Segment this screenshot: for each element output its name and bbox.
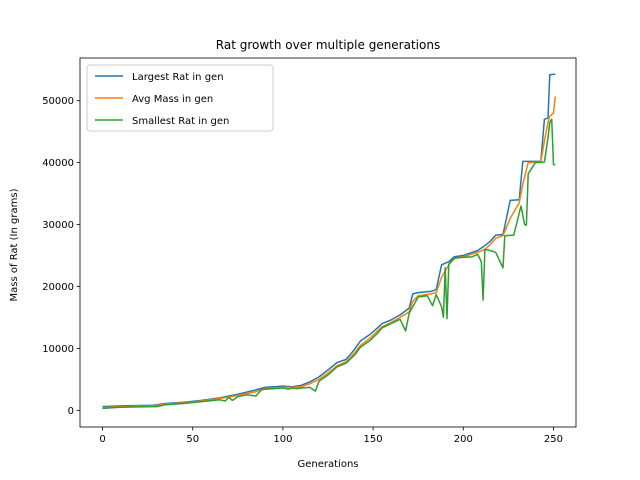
x-tick-label-5: 250 bbox=[544, 434, 563, 445]
legend: Largest Rat in gen Avg Mass in gen Smalles… bbox=[86, 64, 274, 132]
x-tick-label-4: 200 bbox=[454, 434, 473, 445]
legend-label-0: Largest Rat in gen bbox=[132, 72, 224, 83]
series-line-1 bbox=[102, 96, 557, 409]
legend-label-2: Smallest Rat in gen bbox=[132, 116, 229, 127]
legend-label-1: Avg Mass in gen bbox=[132, 94, 213, 105]
y-axis-label: Mass of Rat (In grams) bbox=[9, 188, 20, 301]
y-tick-label-4: 40000 bbox=[42, 158, 74, 169]
legend-box bbox=[86, 64, 274, 132]
y-tick-label-3: 30000 bbox=[42, 220, 74, 231]
y-tick-label-1: 10000 bbox=[42, 344, 74, 355]
y-tick-label-5: 50000 bbox=[42, 96, 74, 107]
series-line-0 bbox=[102, 73, 556, 408]
x-tick-label-3: 150 bbox=[364, 434, 383, 445]
x-tick-label-0: 0 bbox=[99, 434, 105, 445]
chart-title: Rat growth over multiple generations bbox=[216, 38, 440, 52]
x-tick-label-1: 50 bbox=[186, 434, 199, 445]
series-line-2 bbox=[102, 118, 556, 410]
axes-frame bbox=[79, 57, 577, 428]
plot-area: 0 50 100 150 200 250 0 10000 20000 30000 40000 5000… bbox=[42, 57, 577, 445]
x-tick-label-2: 100 bbox=[273, 434, 292, 445]
y-tick-label-0: 0 bbox=[68, 406, 74, 417]
y-tick-label-2: 20000 bbox=[42, 282, 74, 293]
x-axis-label: Generations bbox=[298, 459, 359, 470]
